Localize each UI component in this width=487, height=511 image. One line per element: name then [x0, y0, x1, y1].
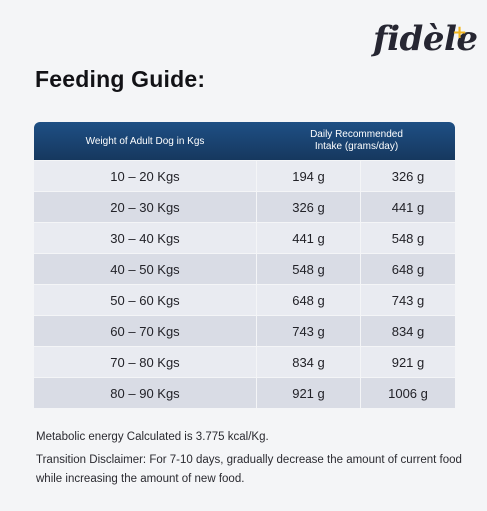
cell-weight: 50 – 60 Kgs [110, 292, 180, 308]
feeding-table: Weight of Adult Dog in Kgs Daily Recomme… [34, 122, 455, 408]
table-header: Weight of Adult Dog in Kgs Daily Recomme… [34, 122, 455, 160]
cell-intake-high: 326 g [360, 161, 455, 191]
cell-weight: 20 – 30 Kgs [110, 199, 180, 215]
header-weight: Weight of Adult Dog in Kgs [85, 135, 205, 147]
cell-weight: 80 – 90 Kgs [110, 385, 180, 401]
page-title: Feeding Guide: [35, 66, 206, 92]
metabolic-note: Metabolic energy Calculated is 3.775 kca… [36, 431, 269, 443]
table-row: 20 – 30 Kgs 326 g 441 g [34, 191, 455, 222]
header-intake: Daily Recommended Intake (grams/day) [256, 129, 455, 153]
cell-intake-high: 921 g [360, 347, 455, 377]
cell-intake-high: 834 g [360, 316, 455, 346]
cell-weight: 40 – 50 Kgs [110, 261, 180, 277]
cell-intake-low: 326 g [256, 192, 360, 222]
table-row: 30 – 40 Kgs 441 g 548 g [34, 222, 455, 253]
cell-weight: 70 – 80 Kgs [110, 354, 180, 370]
cell-intake-low: 548 g [256, 254, 360, 284]
cell-weight: 60 – 70 Kgs [110, 323, 180, 339]
table-row: 50 – 60 Kgs 648 g 743 g [34, 284, 455, 315]
cell-intake-low: 441 g [256, 223, 360, 253]
cell-intake-high: 743 g [360, 285, 455, 315]
table-row: 40 – 50 Kgs 548 g 648 g [34, 253, 455, 284]
plus-icon: + [452, 22, 468, 43]
cell-weight: 10 – 20 Kgs [110, 168, 180, 184]
header-intake-line1: Daily Recommended [310, 129, 403, 140]
cell-intake-low: 834 g [256, 347, 360, 377]
table-row: 80 – 90 Kgs 921 g 1006 g [34, 377, 455, 408]
cell-intake-high: 441 g [360, 192, 455, 222]
cell-intake-low: 194 g [256, 161, 360, 191]
cell-intake-high: 648 g [360, 254, 455, 284]
cell-intake-low: 921 g [256, 378, 360, 408]
cell-intake-high: 548 g [360, 223, 455, 253]
cell-intake-low: 743 g [256, 316, 360, 346]
table-row: 70 – 80 Kgs 834 g 921 g [34, 346, 455, 377]
table-row: 10 – 20 Kgs 194 g 326 g [34, 160, 455, 191]
brand-logo: fidèle [373, 19, 478, 59]
cell-intake-high: 1006 g [360, 378, 455, 408]
table-row: 60 – 70 Kgs 743 g 834 g [34, 315, 455, 346]
header-intake-line2: Intake (grams/day) [314, 141, 399, 152]
cell-weight: 30 – 40 Kgs [110, 230, 180, 246]
cell-intake-low: 648 g [256, 285, 360, 315]
transition-disclaimer: Transition Disclaimer: For 7-10 days, gr… [36, 454, 462, 485]
